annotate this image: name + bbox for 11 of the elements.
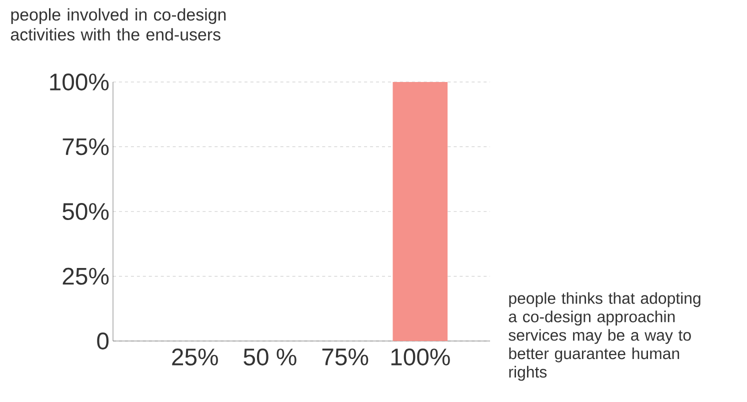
- y-tick-label: 75%: [62, 138, 109, 156]
- x-tick-label: 100%: [391, 348, 450, 366]
- text: people thinks that adopting a co-design approachin services may be a way to better guarantee human rights: [508, 292, 700, 381]
- y-tick-label: 100%: [50, 74, 109, 90]
- x-tick-label: 75%: [322, 348, 368, 366]
- y-axis-title: people involved in co-design activities with the end-users: [10, 8, 226, 41]
- x-tick-label: 25%: [172, 348, 218, 366]
- y-tick-label: 50%: [62, 203, 109, 220]
- x-tick-label: 50 %: [244, 348, 296, 366]
- y-tick-label: 25%: [62, 268, 109, 285]
- y-tick-label: 0: [97, 332, 109, 350]
